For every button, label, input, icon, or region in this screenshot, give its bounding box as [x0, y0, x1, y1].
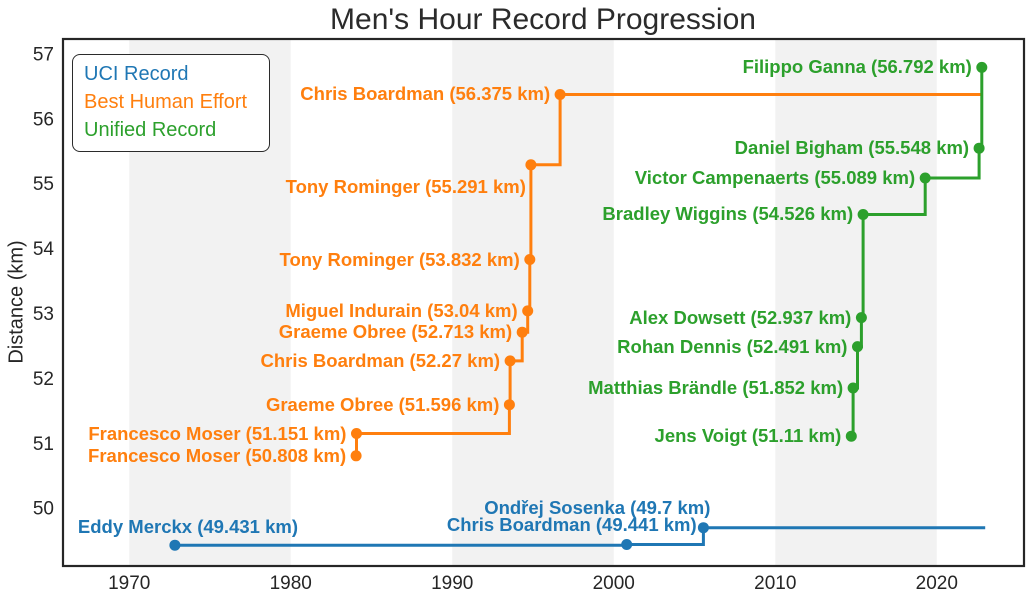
- data-point-best-human-effort-8: [554, 89, 566, 100]
- y-tick-label: 56: [33, 109, 54, 130]
- data-point-unified-record-2: [852, 341, 863, 353]
- data-point-best-human-effort-4: [516, 326, 528, 338]
- data-point-best-human-effort-5: [522, 305, 534, 317]
- legend: UCI Record Best Human Effort Unified Recor…: [72, 54, 270, 152]
- data-point-unified-record-0: [845, 430, 857, 442]
- data-point-best-human-effort-7: [525, 159, 537, 171]
- data-point-uci-record-0: [169, 539, 181, 551]
- data-point-best-human-effort-6: [524, 254, 536, 265]
- x-tick-label: 1980: [270, 573, 312, 594]
- data-point-uci-record-1: [621, 539, 633, 550]
- data-point-unified-record-6: [973, 142, 985, 154]
- data-point-best-human-effort-2: [503, 399, 515, 411]
- x-tick-label: 2000: [593, 573, 635, 594]
- plot-border: [61, 37, 1026, 568]
- data-point-best-human-effort-1: [351, 428, 362, 439]
- decade-band: [775, 39, 937, 566]
- data-point-unified-record-3: [855, 312, 867, 324]
- chart-title: Men's Hour Record Progression: [330, 3, 756, 36]
- x-tick-label: 1990: [431, 573, 473, 594]
- x-tick-label: 1970: [108, 573, 150, 594]
- data-point-unified-record-5: [919, 172, 931, 184]
- y-tick-label: 54: [33, 239, 55, 260]
- data-point-best-human-effort-0: [350, 450, 362, 462]
- y-tick-label: 55: [33, 174, 54, 195]
- data-point-unified-record-7: [976, 61, 988, 73]
- y-tick-label: 50: [33, 499, 54, 520]
- data-point-unified-record-1: [847, 382, 859, 394]
- legend-item: Best Human Effort: [84, 91, 248, 113]
- decade-band: [452, 39, 614, 566]
- y-tick-label: 52: [33, 369, 54, 390]
- y-axis-title: Distance (km): [5, 240, 28, 364]
- y-tick-label: 53: [33, 304, 54, 325]
- y-tick-label: 57: [33, 44, 54, 65]
- legend-item: Unified Record: [84, 119, 217, 141]
- x-tick-label: 2020: [916, 573, 958, 594]
- legend-item: UCI Record: [84, 63, 189, 85]
- x-tick-label: 2010: [754, 573, 796, 594]
- data-point-best-human-effort-3: [504, 355, 516, 367]
- data-point-unified-record-4: [857, 209, 869, 220]
- y-tick-label: 51: [33, 434, 54, 455]
- data-point-uci-record-2: [697, 522, 709, 534]
- series-line-uci-record: [174, 526, 986, 547]
